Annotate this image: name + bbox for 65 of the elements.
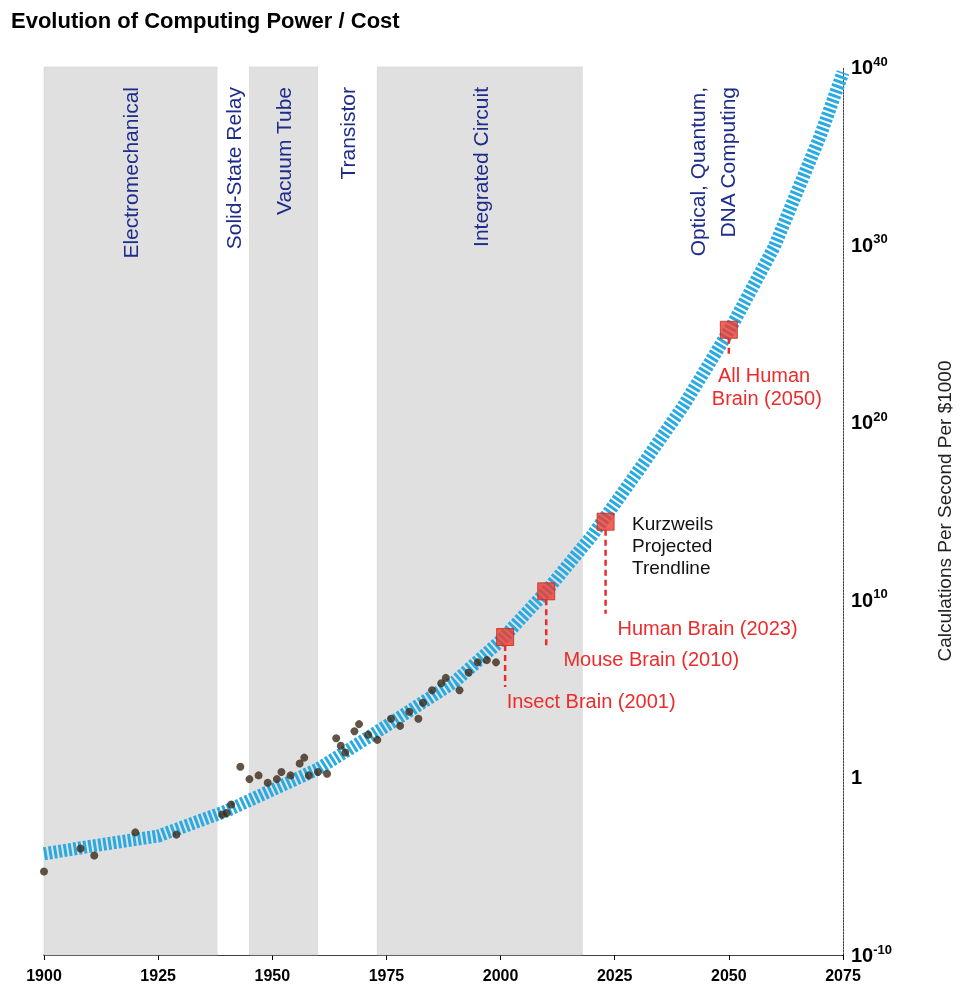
point bbox=[313, 768, 322, 777]
band-label: Optical, Quantum, DNA Computing bbox=[686, 87, 740, 257]
point bbox=[387, 714, 395, 723]
point bbox=[492, 658, 501, 667]
x-tick-label: 1925 bbox=[140, 966, 177, 984]
point bbox=[90, 851, 99, 860]
annotation: Insect Brain (2001) bbox=[506, 690, 676, 713]
point bbox=[336, 741, 345, 750]
point bbox=[304, 771, 313, 780]
point bbox=[277, 768, 286, 777]
point bbox=[300, 753, 309, 762]
point bbox=[76, 844, 85, 853]
point bbox=[131, 828, 140, 837]
point bbox=[373, 735, 382, 744]
point bbox=[332, 734, 341, 743]
point bbox=[396, 721, 405, 730]
point bbox=[719, 320, 738, 339]
point bbox=[350, 727, 359, 736]
point bbox=[364, 730, 373, 739]
point bbox=[236, 762, 245, 771]
point bbox=[418, 698, 427, 707]
point bbox=[496, 628, 515, 647]
point bbox=[414, 714, 423, 723]
point bbox=[254, 771, 263, 780]
annotation: Human Brain (2023) bbox=[617, 616, 798, 639]
band-label: Integrated Circuit bbox=[468, 86, 492, 247]
x-tick-label: 2075 bbox=[825, 966, 861, 984]
annotation: All Human Brain (2050) bbox=[711, 364, 822, 410]
y-axis-title: Calculations Per Second Per $1000 bbox=[934, 360, 955, 662]
point bbox=[473, 658, 482, 667]
point bbox=[172, 830, 181, 839]
point bbox=[405, 707, 414, 716]
point bbox=[537, 582, 556, 601]
x-tick-label: 1975 bbox=[368, 966, 405, 984]
point bbox=[464, 668, 473, 677]
band-label: Transistor bbox=[336, 87, 360, 180]
point bbox=[272, 775, 281, 784]
chart-title: Evolution of Computing Power / Cost bbox=[11, 7, 401, 33]
x-tick-label: 1950 bbox=[254, 966, 291, 984]
point bbox=[40, 867, 48, 876]
point bbox=[437, 679, 446, 688]
point bbox=[286, 771, 295, 780]
x-tick-label: 1900 bbox=[26, 966, 62, 984]
point bbox=[355, 720, 364, 729]
annotation: Mouse Brain (2010) bbox=[563, 648, 740, 671]
point bbox=[222, 808, 231, 817]
y-tick-label: 1 bbox=[851, 766, 863, 789]
annotation: Kurzweils Projected Trendline bbox=[632, 512, 719, 578]
point bbox=[455, 686, 464, 695]
point bbox=[245, 775, 254, 784]
point bbox=[323, 769, 332, 778]
point bbox=[596, 512, 615, 531]
point bbox=[428, 686, 437, 695]
point bbox=[341, 748, 350, 757]
point bbox=[441, 673, 450, 682]
band-label: Vacuum Tube bbox=[272, 87, 296, 216]
x-tick-label: 2025 bbox=[596, 966, 633, 984]
point bbox=[263, 778, 272, 787]
point bbox=[295, 759, 304, 768]
x-tick-label: 2000 bbox=[482, 966, 519, 984]
band-label: Solid-State Relay bbox=[221, 86, 245, 250]
point bbox=[227, 800, 236, 809]
point bbox=[482, 656, 491, 665]
x-tick-label: 2050 bbox=[711, 966, 747, 984]
band-label: Electromechanical bbox=[119, 87, 143, 259]
